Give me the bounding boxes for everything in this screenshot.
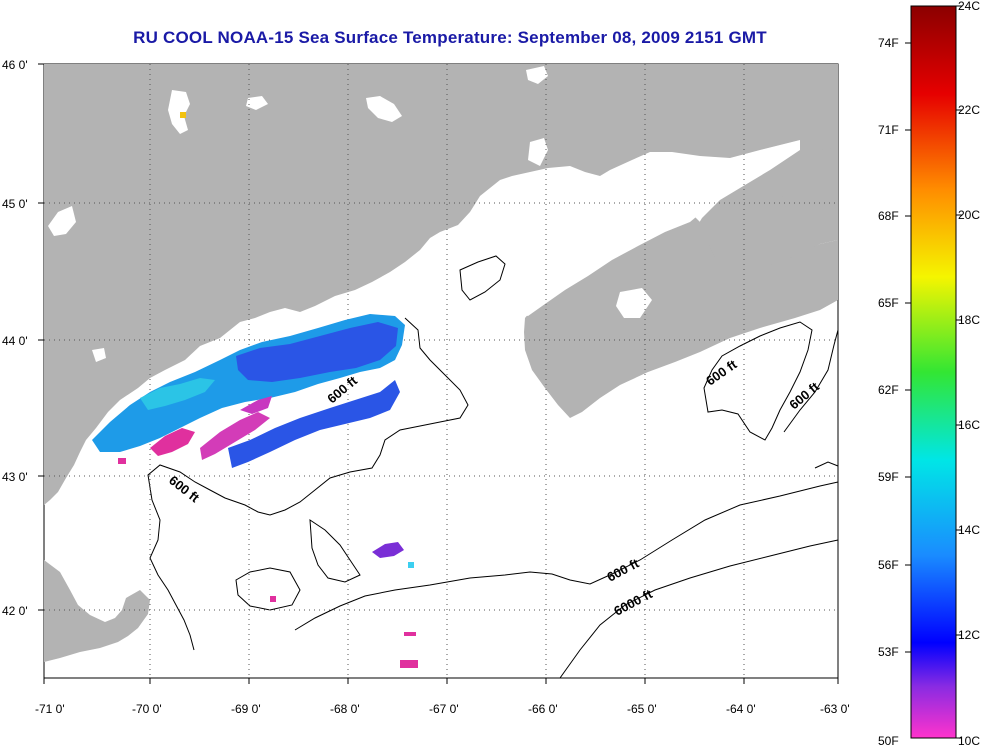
lakes-layer [48, 66, 652, 362]
sst-patch-yellow-dot [180, 112, 186, 118]
lon-labels: -71 0' -70 0' -69 0' -68 0' -67 0' -66 0… [35, 702, 850, 716]
colorbar-f-label: 74F [878, 36, 899, 50]
lon-label: -64 0' [726, 702, 756, 716]
lon-label: -69 0' [231, 702, 261, 716]
sst-patch-offshore-2 [400, 660, 418, 668]
colorbar-f-label: 71F [878, 123, 899, 137]
colorbar-c-label: 24C [958, 0, 980, 13]
lat-label: 45 0' [2, 197, 28, 211]
colorbar-gradient [910, 5, 957, 739]
sst-patch-magenta-2 [200, 412, 270, 460]
lon-label: -65 0' [627, 702, 657, 716]
lon-label: -71 0' [35, 702, 65, 716]
colorbar-f-label: 53F [878, 645, 899, 659]
colorbar-c-label: 18C [958, 313, 980, 327]
contours-layer [147, 255, 839, 679]
colorbar-c-label: 10C [958, 734, 980, 748]
contour-600-lehave [459, 255, 506, 301]
colorbar-f-label: 68F [878, 209, 899, 223]
lake-7 [616, 288, 652, 318]
lake-5 [528, 138, 548, 166]
land-cape-breton [782, 148, 838, 238]
lat-labels: 46 0' 45 0' 44 0' 43 0' 42 0' [2, 58, 28, 618]
lat-label: 46 0' [2, 58, 28, 72]
lake-3 [366, 96, 402, 122]
sst-patch-inner-blue [236, 322, 398, 382]
contour-600-georges [294, 481, 839, 631]
sst-patch-cyan [140, 378, 215, 410]
sst-patch-offshore-3 [404, 632, 416, 636]
colorbar-c-label: 20C [958, 208, 980, 222]
sst-patch-offshore-4 [118, 458, 126, 464]
sst-patch-lower-blue [228, 380, 400, 468]
lat-label: 43 0' [2, 470, 28, 484]
axis-ticks [38, 63, 839, 684]
lon-label: -66 0' [528, 702, 558, 716]
contour-600-emerald [814, 461, 839, 469]
contour-600-inner [235, 567, 301, 611]
sst-patch-offshore-1 [372, 542, 404, 558]
lake-8 [92, 348, 106, 362]
colorbar-ticks [905, 5, 962, 739]
colorbar-f-labels: 74F 71F 68F 65F 62F 59F 56F 53F 50F [878, 36, 899, 748]
lat-label: 44 0' [2, 334, 28, 348]
colorbar-f-label: 65F [878, 296, 899, 310]
lake-2 [246, 96, 268, 110]
land-massachusetts [44, 560, 150, 662]
map-title: RU COOL NOAA-15 Sea Surface Temperature:… [133, 28, 767, 47]
bay-of-fundy [510, 200, 702, 316]
lat-label: 42 0' [2, 604, 28, 618]
colorbar-c-label: 12C [958, 628, 980, 642]
land-maine-newbrunswick [44, 64, 838, 505]
lon-label: -63 0' [820, 702, 850, 716]
colorbar-c-label: 16C [958, 418, 980, 432]
lon-label: -67 0' [429, 702, 459, 716]
sst-patch-magenta-3 [240, 396, 272, 414]
sst-patch-magenta-1 [150, 428, 195, 456]
colorbar-c-label: 22C [958, 103, 980, 117]
contour-600-scotian-2 [783, 329, 839, 433]
contour-600-gulf [147, 317, 469, 651]
sst-patch-offshore-6 [270, 596, 276, 602]
sst-patch-offshore-5 [408, 562, 414, 568]
contour-600-scotian [703, 321, 813, 441]
colorbar-c-labels: 24C 22C 20C 18C 16C 14C 12C 10C [958, 0, 980, 748]
lon-label: -70 0' [132, 702, 162, 716]
contour-600-banks [309, 519, 361, 583]
lake-4 [526, 66, 548, 84]
colorbar-f-label: 56F [878, 558, 899, 572]
colorbar-f-label: 59F [878, 470, 899, 484]
lake-1 [168, 90, 190, 134]
colorbar-c-label: 14C [958, 523, 980, 537]
colorbar-f-label: 62F [878, 383, 899, 397]
lon-label: -68 0' [330, 702, 360, 716]
colorbar-f-label: 50F [878, 734, 899, 748]
lake-6 [48, 206, 76, 236]
sst-data-layer [92, 112, 418, 668]
contour-6000 [559, 539, 839, 679]
